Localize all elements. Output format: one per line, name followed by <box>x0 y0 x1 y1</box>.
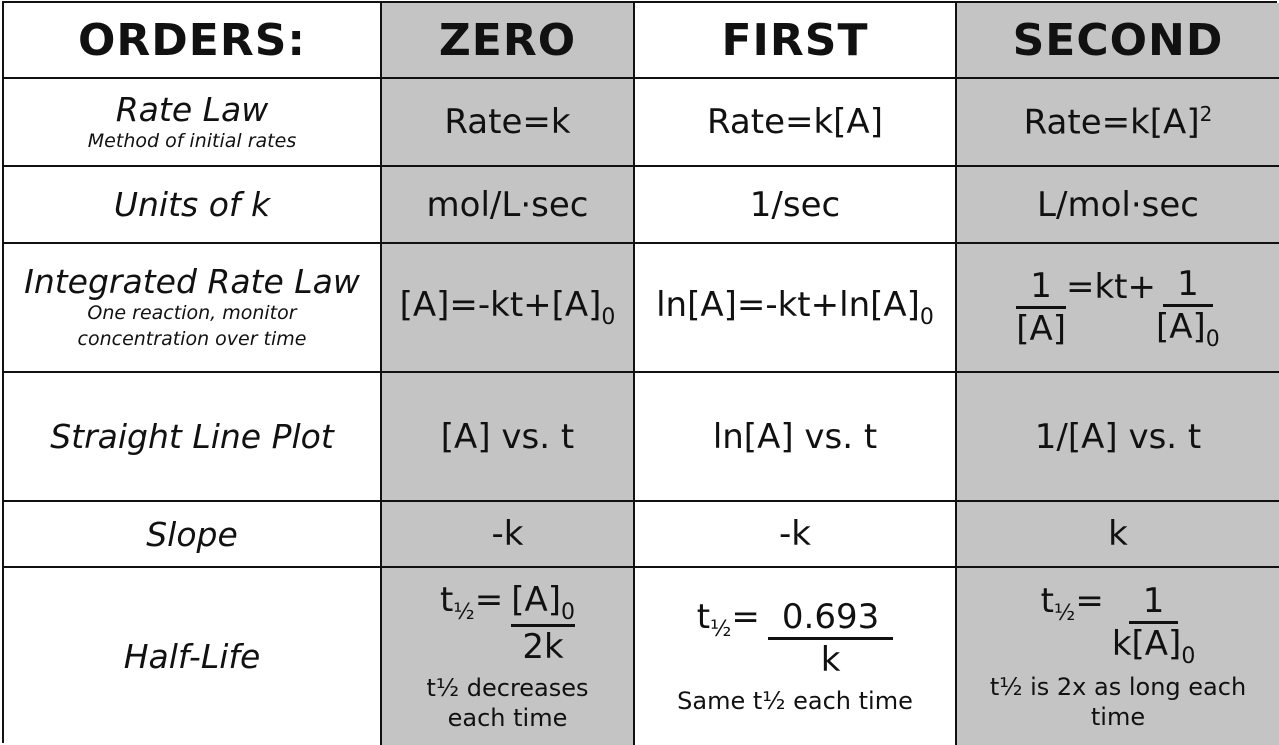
plot-first-text: ln[A] vs. t <box>712 416 878 457</box>
integrated-second-fraction-left: 1 [A] <box>1016 265 1066 349</box>
half-life-second-fraction: 1 k[A]0 <box>1111 580 1196 669</box>
header-zero: ZERO <box>382 3 635 79</box>
half-life-zero-note2: each time <box>447 704 568 733</box>
rate-law-second-text: Rate=k[A] <box>1023 102 1200 143</box>
rate-law-zero-text: Rate=k <box>444 102 571 142</box>
half-life-first: t½= 0.693 k Same t½ each time <box>635 568 957 745</box>
rate-law-sub: Method of initial rates <box>87 129 297 152</box>
plot-label-cell: Straight Line Plot <box>4 373 382 502</box>
slope-first-text: -k <box>779 514 811 554</box>
integrated-sub1: One reaction, monitor <box>87 302 297 325</box>
rate-law-zero: Rate=k <box>382 79 635 167</box>
half-life-zero-note1: t½ decreases <box>426 674 589 703</box>
integrated-zero-subscript: 0 <box>601 304 616 330</box>
header-second-text: SECOND <box>1012 14 1224 66</box>
slope-second: k <box>957 502 1279 568</box>
half-life-second-note2: time <box>1090 703 1146 732</box>
plot-zero-text: [A] vs. t <box>440 416 575 457</box>
integrated-second-mid: =kt+ <box>1066 267 1156 308</box>
rate-law-first: Rate=k[A] <box>635 79 957 167</box>
integrated-zero: [A]=-kt+[A]0 <box>382 244 635 373</box>
units-k-label-cell: Units of k <box>4 167 382 244</box>
plot-first: ln[A] vs. t <box>635 373 957 502</box>
header-orders: ORDERS: <box>4 3 382 79</box>
half-life-second-note1: t½ is 2x as long each <box>989 673 1247 702</box>
header-first-text: FIRST <box>721 14 869 66</box>
slope-zero-text: -k <box>491 514 524 554</box>
half-life-first-fraction: 0.693 k <box>767 597 894 680</box>
integrated-second-fraction-right: 1 [A]0 <box>1156 263 1220 352</box>
plot-second-text: 1/[A] vs. t <box>1034 416 1202 457</box>
units-k-second-text: L/mol·sec <box>1037 184 1199 225</box>
half-life-zero: t½= [A]0 2k t½ decreases each time <box>382 568 635 745</box>
slope-label-cell: Slope <box>4 502 382 568</box>
half-life-label-cell: Half-Life <box>4 568 382 745</box>
rate-law-second-exponent: 2 <box>1199 101 1213 126</box>
half-life-zero-fraction: [A]0 2k <box>511 579 575 668</box>
rate-law-label-cell: Rate Law Method of initial rates <box>4 79 382 167</box>
integrated-label: Integrated Rate Law <box>24 262 360 302</box>
header-first: FIRST <box>635 3 957 79</box>
slope-second-text: k <box>1108 514 1128 554</box>
units-k-label: Units of k <box>113 185 271 224</box>
integrated-first-text: ln[A]=-kt+ln[A] <box>656 285 920 326</box>
units-k-second: L/mol·sec <box>957 167 1279 244</box>
plot-second: 1/[A] vs. t <box>957 373 1279 502</box>
half-life-second: t½= 1 k[A]0 t½ is 2x as long each time <box>957 568 1279 745</box>
units-k-first: 1/sec <box>635 167 957 244</box>
half-life-label: Half-Life <box>123 637 261 676</box>
rate-law-first-text: Rate=k[A] <box>707 102 883 142</box>
header-second: SECOND <box>957 3 1279 79</box>
integrated-label-cell: Integrated Rate Law One reaction, monito… <box>4 244 382 373</box>
integrated-second: 1 [A] =kt+ 1 [A]0 <box>957 244 1279 373</box>
units-k-zero-text: mol/L·sec <box>426 184 589 225</box>
plot-zero: [A] vs. t <box>382 373 635 502</box>
slope-first: -k <box>635 502 957 568</box>
plot-label: Straight Line Plot <box>50 417 334 456</box>
units-k-first-text: 1/sec <box>749 184 841 225</box>
rate-law-second: Rate=k[A]2 <box>957 79 1279 167</box>
integrated-sub2: concentration over time <box>77 328 307 350</box>
half-life-first-note: Same t½ each time <box>677 687 913 715</box>
integrated-first-subscript: 0 <box>919 304 934 330</box>
rate-law-label: Rate Law <box>115 89 269 129</box>
slope-label: Slope <box>146 514 238 554</box>
units-k-zero: mol/L·sec <box>382 167 635 244</box>
header-zero-text: ZERO <box>438 14 577 66</box>
integrated-zero-text: [A]=-kt+[A] <box>399 285 602 326</box>
header-orders-text: ORDERS: <box>77 14 307 66</box>
integrated-first: ln[A]=-kt+ln[A]0 <box>635 244 957 373</box>
slope-zero: -k <box>382 502 635 568</box>
